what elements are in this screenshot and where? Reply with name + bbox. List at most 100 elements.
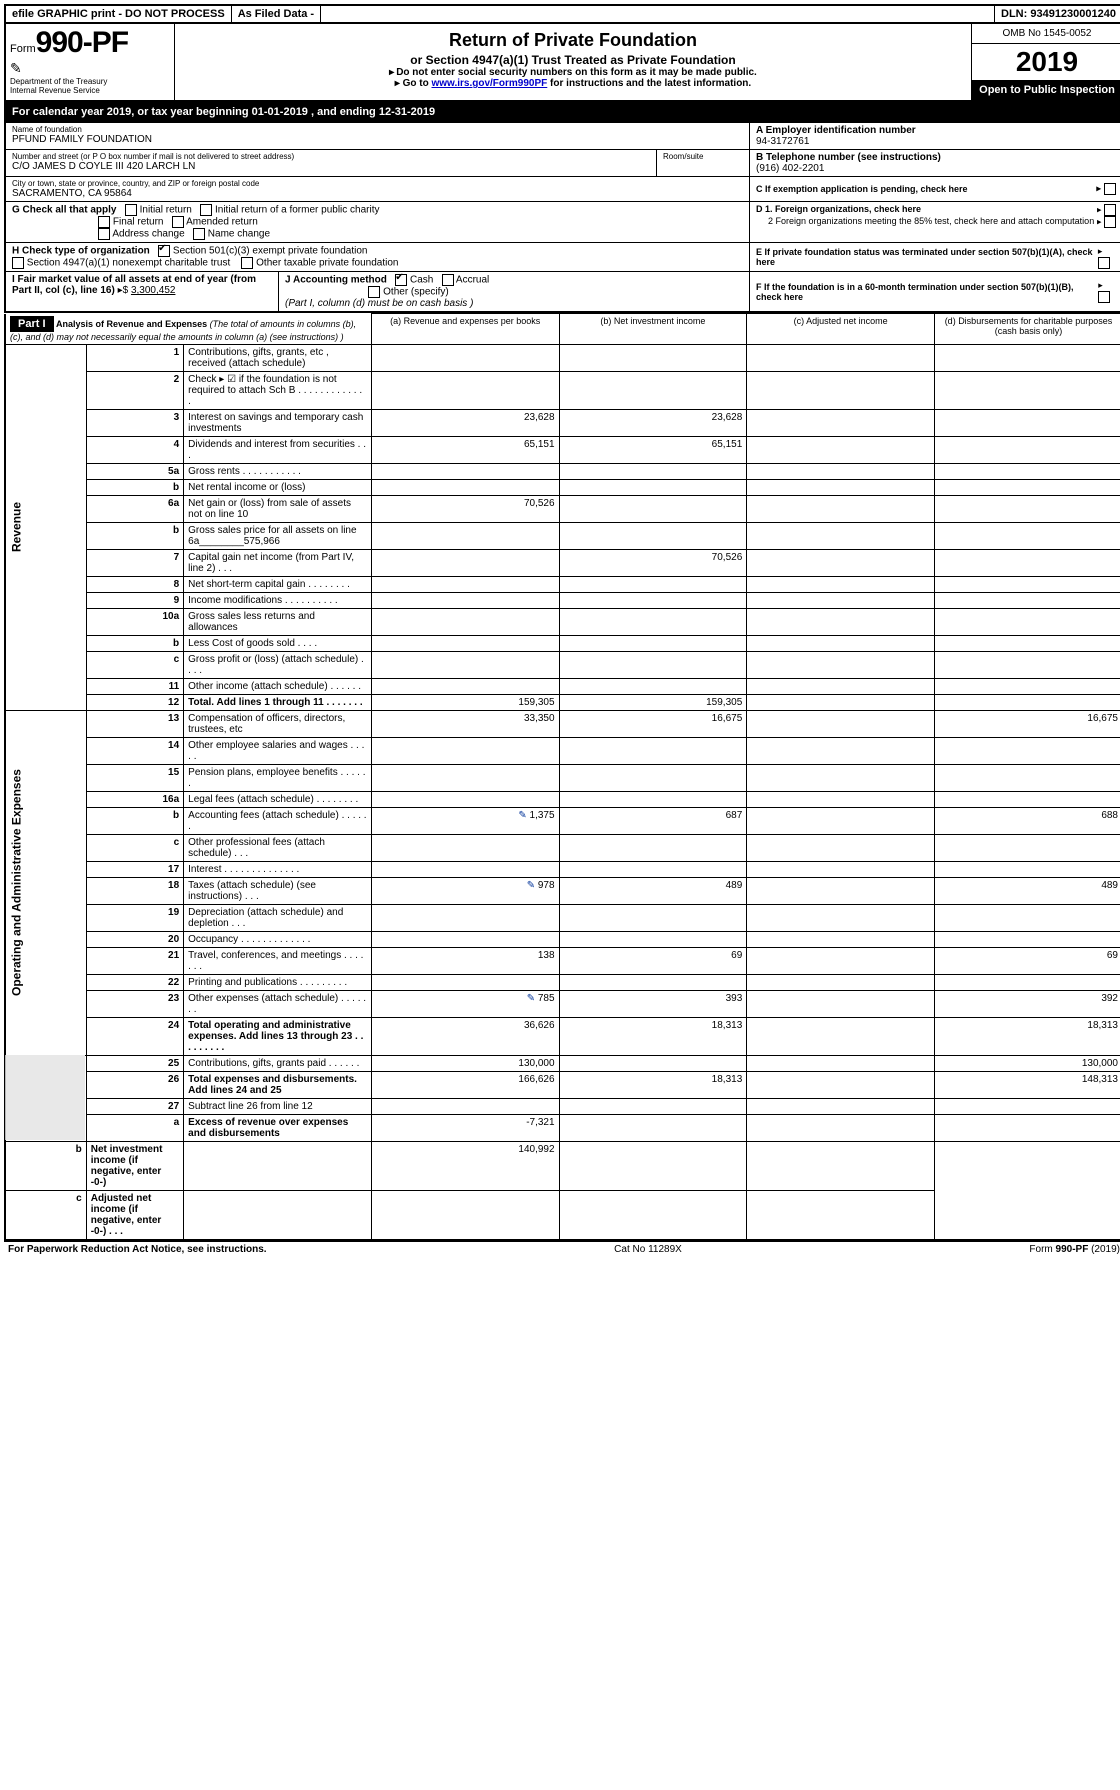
col-a-val	[371, 1098, 559, 1114]
name-label: Name of foundation	[12, 125, 743, 134]
col-c-val	[747, 737, 935, 764]
row-desc: Other professional fees (attach schedule…	[184, 834, 372, 861]
c-checkbox[interactable]	[1104, 183, 1116, 195]
col-c-val	[747, 651, 935, 678]
row-number: 15	[86, 764, 183, 791]
g-initial-former-checkbox[interactable]	[200, 204, 212, 216]
col-c-val	[747, 371, 935, 409]
col-d-val	[934, 635, 1120, 651]
col-a-val: -7,321	[371, 1114, 559, 1141]
col-b-val: 18,313	[559, 1071, 747, 1098]
col-c-val	[747, 904, 935, 931]
row-number: b	[86, 635, 183, 651]
row-number: 7	[86, 549, 183, 576]
g-label: G Check all that apply	[12, 205, 116, 216]
row-desc: Net short-term capital gain . . . . . . …	[184, 576, 372, 592]
col-c-val	[747, 861, 935, 877]
row-desc: Gross profit or (loss) (attach schedule)…	[184, 651, 372, 678]
col-c-val	[747, 990, 935, 1017]
h-4947-checkbox[interactable]	[12, 257, 24, 269]
header-left: Form990-PF ✎ Department of the Treasury …	[6, 24, 175, 100]
col-a-val	[371, 522, 559, 549]
g-address-checkbox[interactable]	[98, 228, 110, 240]
table-row: 11Other income (attach schedule) . . . .…	[5, 678, 1120, 694]
e-label: E If private foundation status was termi…	[756, 247, 1098, 267]
col-c-val	[747, 549, 935, 576]
row-number: 20	[86, 931, 183, 947]
col-b-val	[559, 974, 747, 990]
col-b-val: 18,313	[559, 1017, 747, 1055]
col-d-val: 489	[934, 877, 1120, 904]
table-row: 10aGross sales less returns and allowanc…	[5, 608, 1120, 635]
table-row: 14Other employee salaries and wages . . …	[5, 737, 1120, 764]
col-b-val: 69	[559, 947, 747, 974]
d2-checkbox[interactable]	[1104, 216, 1116, 228]
g-initial-checkbox[interactable]	[125, 204, 137, 216]
row-desc: Accounting fees (attach schedule) . . . …	[184, 807, 372, 834]
col-b-val	[559, 737, 747, 764]
g-final-checkbox[interactable]	[98, 216, 110, 228]
col-b-val	[559, 608, 747, 635]
row-desc: Capital gain net income (from Part IV, l…	[184, 549, 372, 576]
f-checkbox[interactable]	[1098, 291, 1110, 303]
col-a-val: 138	[371, 947, 559, 974]
irs-link[interactable]: www.irs.gov/Form990PF	[432, 78, 548, 89]
col-b-val	[559, 371, 747, 409]
g-name-checkbox[interactable]	[193, 228, 205, 240]
col-c-val	[747, 463, 935, 479]
row-number: b	[86, 807, 183, 834]
e-checkbox[interactable]	[1098, 257, 1110, 269]
ein-value: 94-3172761	[756, 136, 1116, 147]
j-other-checkbox[interactable]	[368, 286, 380, 298]
row-desc: Net investment income (if negative, ente…	[86, 1141, 183, 1190]
row-number: 22	[86, 974, 183, 990]
col-a-val	[371, 974, 559, 990]
col-b-val	[559, 651, 747, 678]
j-accrual-checkbox[interactable]	[442, 274, 454, 286]
table-row: 7Capital gain net income (from Part IV, …	[5, 549, 1120, 576]
row-number: b	[86, 522, 183, 549]
col-d-val	[934, 576, 1120, 592]
j-cash-checkbox[interactable]	[395, 274, 407, 286]
col-c-val	[747, 495, 935, 522]
c-label: C If exemption application is pending, c…	[756, 184, 968, 194]
h-other-checkbox[interactable]	[241, 257, 253, 269]
cal-begin: 01-01-2019	[252, 106, 308, 118]
open-public-badge: Open to Public Inspection	[972, 80, 1120, 100]
col-b-val	[559, 522, 747, 549]
foundation-name: PFUND FAMILY FOUNDATION	[12, 134, 743, 145]
row-number: b	[86, 479, 183, 495]
table-row: 3Interest on savings and temporary cash …	[5, 409, 1120, 436]
col-b-val: 393	[559, 990, 747, 1017]
col-b-val	[559, 764, 747, 791]
row-desc: Legal fees (attach schedule) . . . . . .…	[184, 791, 372, 807]
col-c-val	[747, 409, 935, 436]
top-bar: efile GRAPHIC print - DO NOT PROCESS As …	[4, 4, 1120, 24]
g-amended-checkbox[interactable]	[172, 216, 184, 228]
col-d-val	[934, 608, 1120, 635]
f-cell: F If the foundation is in a 60-month ter…	[750, 272, 1120, 311]
ssn-note: Do not enter social security numbers on …	[179, 67, 967, 78]
col-a-val	[371, 737, 559, 764]
g-opt5: Name change	[208, 229, 270, 240]
h-501c3-checkbox[interactable]	[158, 245, 170, 257]
row-number: c	[5, 1190, 86, 1240]
h-label: H Check type of organization	[12, 246, 150, 257]
col-a-val	[371, 479, 559, 495]
col-a-val	[371, 651, 559, 678]
row-number: 18	[86, 877, 183, 904]
city-label: City or town, state or province, country…	[12, 179, 743, 188]
header-center: Return of Private Foundation or Section …	[175, 24, 972, 100]
table-row: 9Income modifications . . . . . . . . . …	[5, 592, 1120, 608]
dln-value: 93491230001240	[1030, 8, 1116, 20]
row-desc: Depreciation (attach schedule) and deple…	[184, 904, 372, 931]
table-row: 6aNet gain or (loss) from sale of assets…	[5, 495, 1120, 522]
ij-f-row: I Fair market value of all assets at end…	[4, 272, 1120, 313]
d1-checkbox[interactable]	[1104, 204, 1116, 216]
col-c-val	[747, 576, 935, 592]
table-row: 25Contributions, gifts, grants paid . . …	[5, 1055, 1120, 1071]
row-desc: Pension plans, employee benefits . . . .…	[184, 764, 372, 791]
col-c-val	[747, 1098, 935, 1114]
col-c-val	[747, 807, 935, 834]
addr-label: Number and street (or P O box number if …	[12, 152, 650, 161]
